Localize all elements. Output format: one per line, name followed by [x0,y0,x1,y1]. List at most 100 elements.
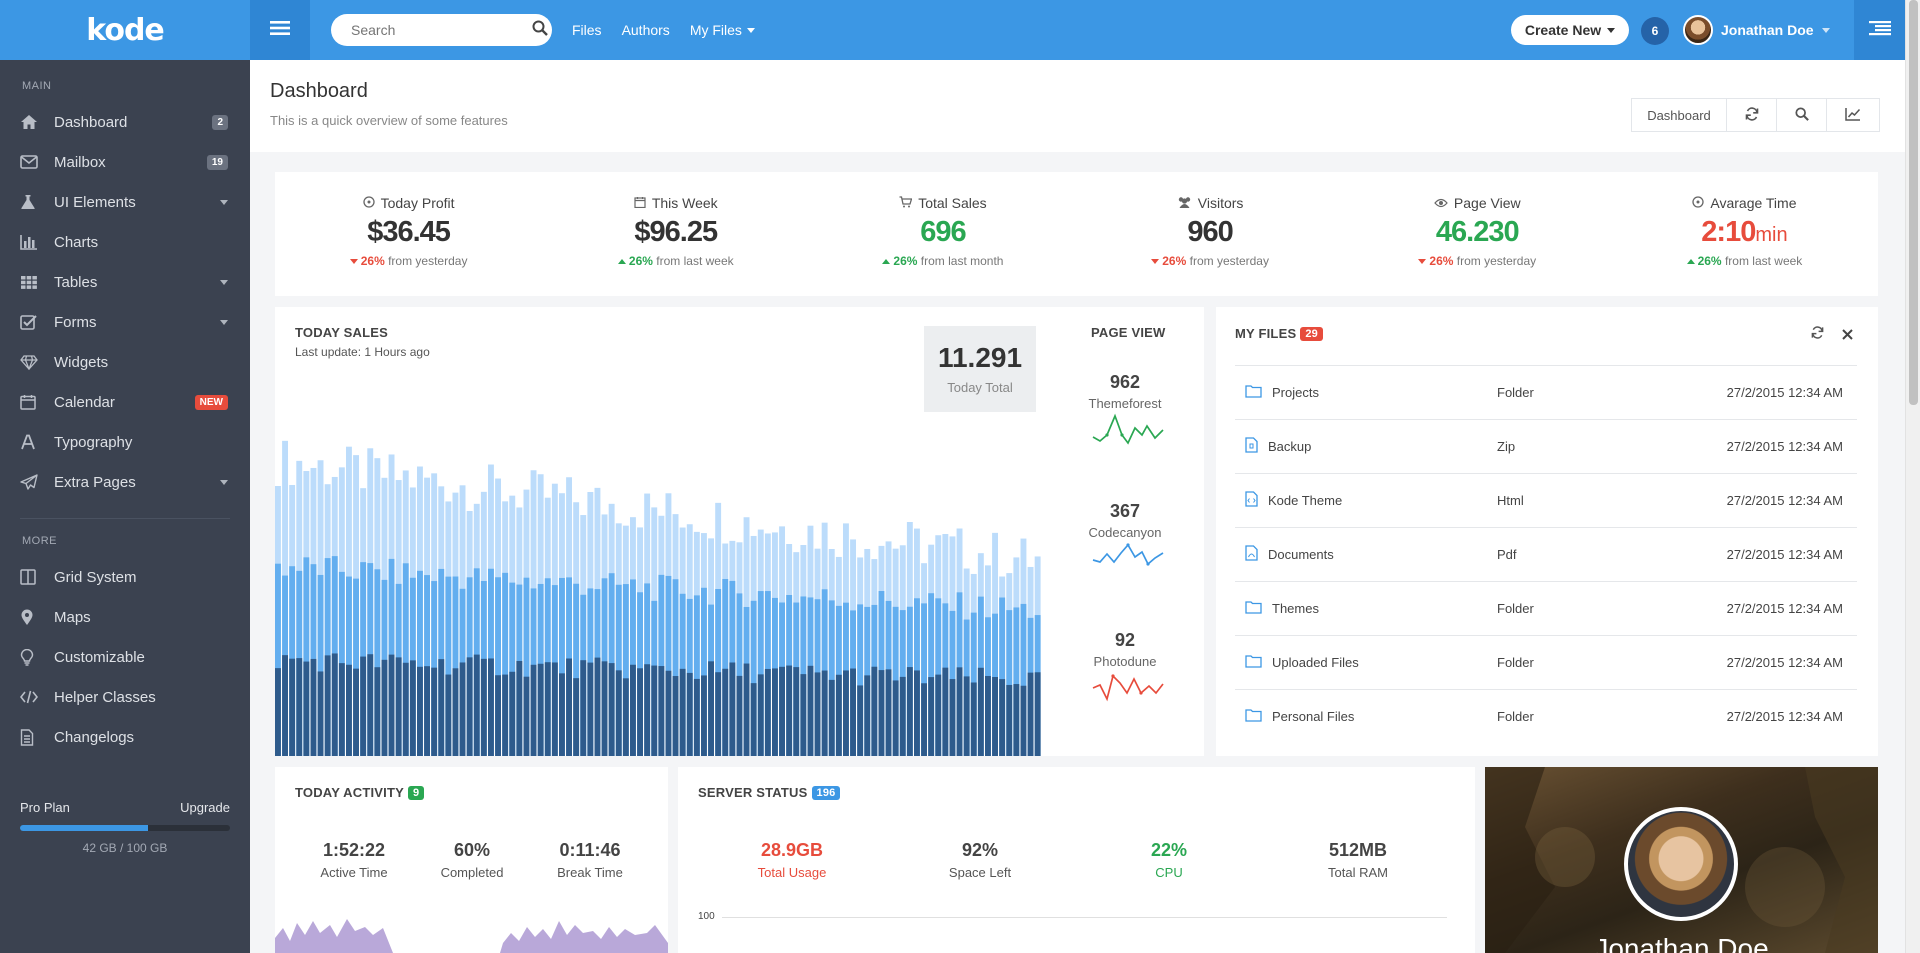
sidebar-item-tables[interactable]: Tables [0,262,250,302]
sales-bar [381,659,388,756]
sales-bar [672,579,679,756]
stat-percent: 26% [893,254,918,268]
sidebar-item-charts[interactable]: Charts [0,222,250,262]
file-name-cell: Projects [1235,384,1497,401]
sidebar-item-forms[interactable]: Forms [0,302,250,342]
table-row[interactable]: Backup Zip 27/2/2015 12:34 AM [1235,419,1857,473]
sidebar-item-label: Typography [54,433,133,451]
table-row[interactable]: Themes Folder 27/2/2015 12:34 AM [1235,581,1857,635]
stat-footer-text: from yesterday [1189,254,1269,268]
search-icon[interactable] [532,20,548,41]
refresh-button[interactable] [1727,99,1777,131]
table-row[interactable]: Projects Folder 27/2/2015 12:34 AM [1235,365,1857,419]
sales-bar [949,679,956,756]
sales-bar [850,668,856,756]
sidebar-item-maps[interactable]: Maps [0,597,250,637]
page-header: Dashboard This is a quick overview of so… [250,60,1905,152]
sidebar-item-mailbox[interactable]: Mailbox 19 [0,142,250,182]
sales-bar [353,668,359,756]
today-total-value: 11.291 [937,342,1023,373]
sidebar-item-customizable[interactable]: Customizable [0,637,250,677]
dashboard-button[interactable]: Dashboard [1632,99,1727,131]
sales-bar [885,669,892,756]
stat-avarage-time: Avarage Time 2:10min 26% from last week [1611,172,1878,296]
storage-label: 42 GB / 100 GB [82,841,168,855]
sales-bar [772,668,778,756]
right-sidebar-toggle[interactable] [1854,0,1905,60]
sales-bar [509,671,516,756]
table-row[interactable]: Personal Files Folder 27/2/2015 12:34 AM [1235,689,1857,743]
stats-button[interactable] [1827,99,1879,131]
stat-percent: 26% [1162,254,1187,268]
sales-bar [963,676,970,756]
sales-bar [843,670,849,756]
sidebar-item-changelogs[interactable]: Changelogs [0,717,250,757]
logo[interactable]: kode [0,0,250,60]
stat-total-sales: Total Sales 696 26% from last month [809,172,1076,296]
create-new-button[interactable]: Create New [1511,15,1629,45]
table-row[interactable]: Documents Pdf 27/2/2015 12:34 AM [1235,527,1857,581]
server-axis-label: 100 [698,911,715,922]
file-date: 27/2/2015 12:34 AM [1726,655,1843,670]
sales-bar [445,674,452,756]
scrollbar-thumb[interactable] [1909,0,1918,405]
home-icon [20,114,54,130]
stat-title: This Week [542,195,809,211]
stat-title-label: Page View [1453,195,1521,211]
sales-bar [338,663,345,756]
sales-bar [857,604,864,756]
stat-footer-text: from yesterday [1456,254,1537,268]
sidebar-item-extra-pages[interactable]: Extra Pages [0,462,250,502]
storage-progress-bar [20,825,230,831]
upgrade-link[interactable]: Upgrade [180,800,230,815]
server-status-header: SERVER STATUS 196 [698,785,841,800]
table-row[interactable]: Kode Theme Html 27/2/2015 12:34 AM [1235,473,1857,527]
today-activity-title: TODAY ACTIVITY [295,785,404,800]
sales-bar [871,666,878,756]
page-scrollbar[interactable] [1905,0,1920,953]
sales-bar [800,674,807,756]
files-link[interactable]: Files [572,22,602,38]
chevron-down-icon [746,27,755,33]
sales-bar [303,557,310,756]
line-chart-icon [1845,107,1861,124]
file-name-cell: Documents [1235,545,1497,564]
sales-bar [495,577,501,756]
user-menu[interactable]: Jonathan Doe [1683,15,1830,45]
refresh-icon[interactable] [1811,326,1824,344]
search-input[interactable] [351,22,532,38]
notification-badge[interactable]: 6 [1641,17,1669,45]
sidebar-item-widgets[interactable]: Widgets [0,342,250,382]
sales-bar [672,676,679,756]
sales-bar [296,658,303,756]
sidebar-item-label: Calendar [54,393,115,411]
sales-bar [644,664,651,756]
sidebar-item-label: UI Elements [54,193,136,211]
profile-avatar[interactable] [1624,807,1738,921]
sales-bar [353,578,359,756]
sidebar-item-grid-system[interactable]: Grid System [0,557,250,597]
sales-bar [559,673,565,756]
table-row[interactable]: Uploaded Files Folder 27/2/2015 12:34 AM [1235,635,1857,689]
sidebar: kode MAIN Dashboard 2 Mailbox 19 UI Elem… [0,0,250,953]
file-date: 27/2/2015 12:34 AM [1726,709,1843,724]
file-name: Documents [1268,547,1334,562]
my-files-dropdown[interactable]: My Files [690,22,755,38]
authors-link[interactable]: Authors [621,22,670,38]
sidebar-item-ui-elements[interactable]: UI Elements [0,182,250,222]
sidebar-item-dashboard[interactable]: Dashboard 2 [0,102,250,142]
close-icon[interactable] [1842,327,1853,345]
menu-toggle-button[interactable] [250,0,310,60]
header-search-button[interactable] [1777,99,1827,131]
sidebar-item-calendar[interactable]: Calendar NEW [0,382,250,422]
stat-footer: 26% from last week [542,254,809,268]
stat-footer: 26% from yesterday [1344,254,1611,268]
sales-bar [828,679,835,756]
map-marker-icon [20,609,54,626]
sales-bar [551,662,558,756]
sidebar-item-helper-classes[interactable]: Helper Classes [0,677,250,717]
sales-bar [402,563,409,756]
sales-bar [665,670,672,756]
sidebar-item-typography[interactable]: Typography [0,422,250,462]
sales-bar [722,578,729,756]
